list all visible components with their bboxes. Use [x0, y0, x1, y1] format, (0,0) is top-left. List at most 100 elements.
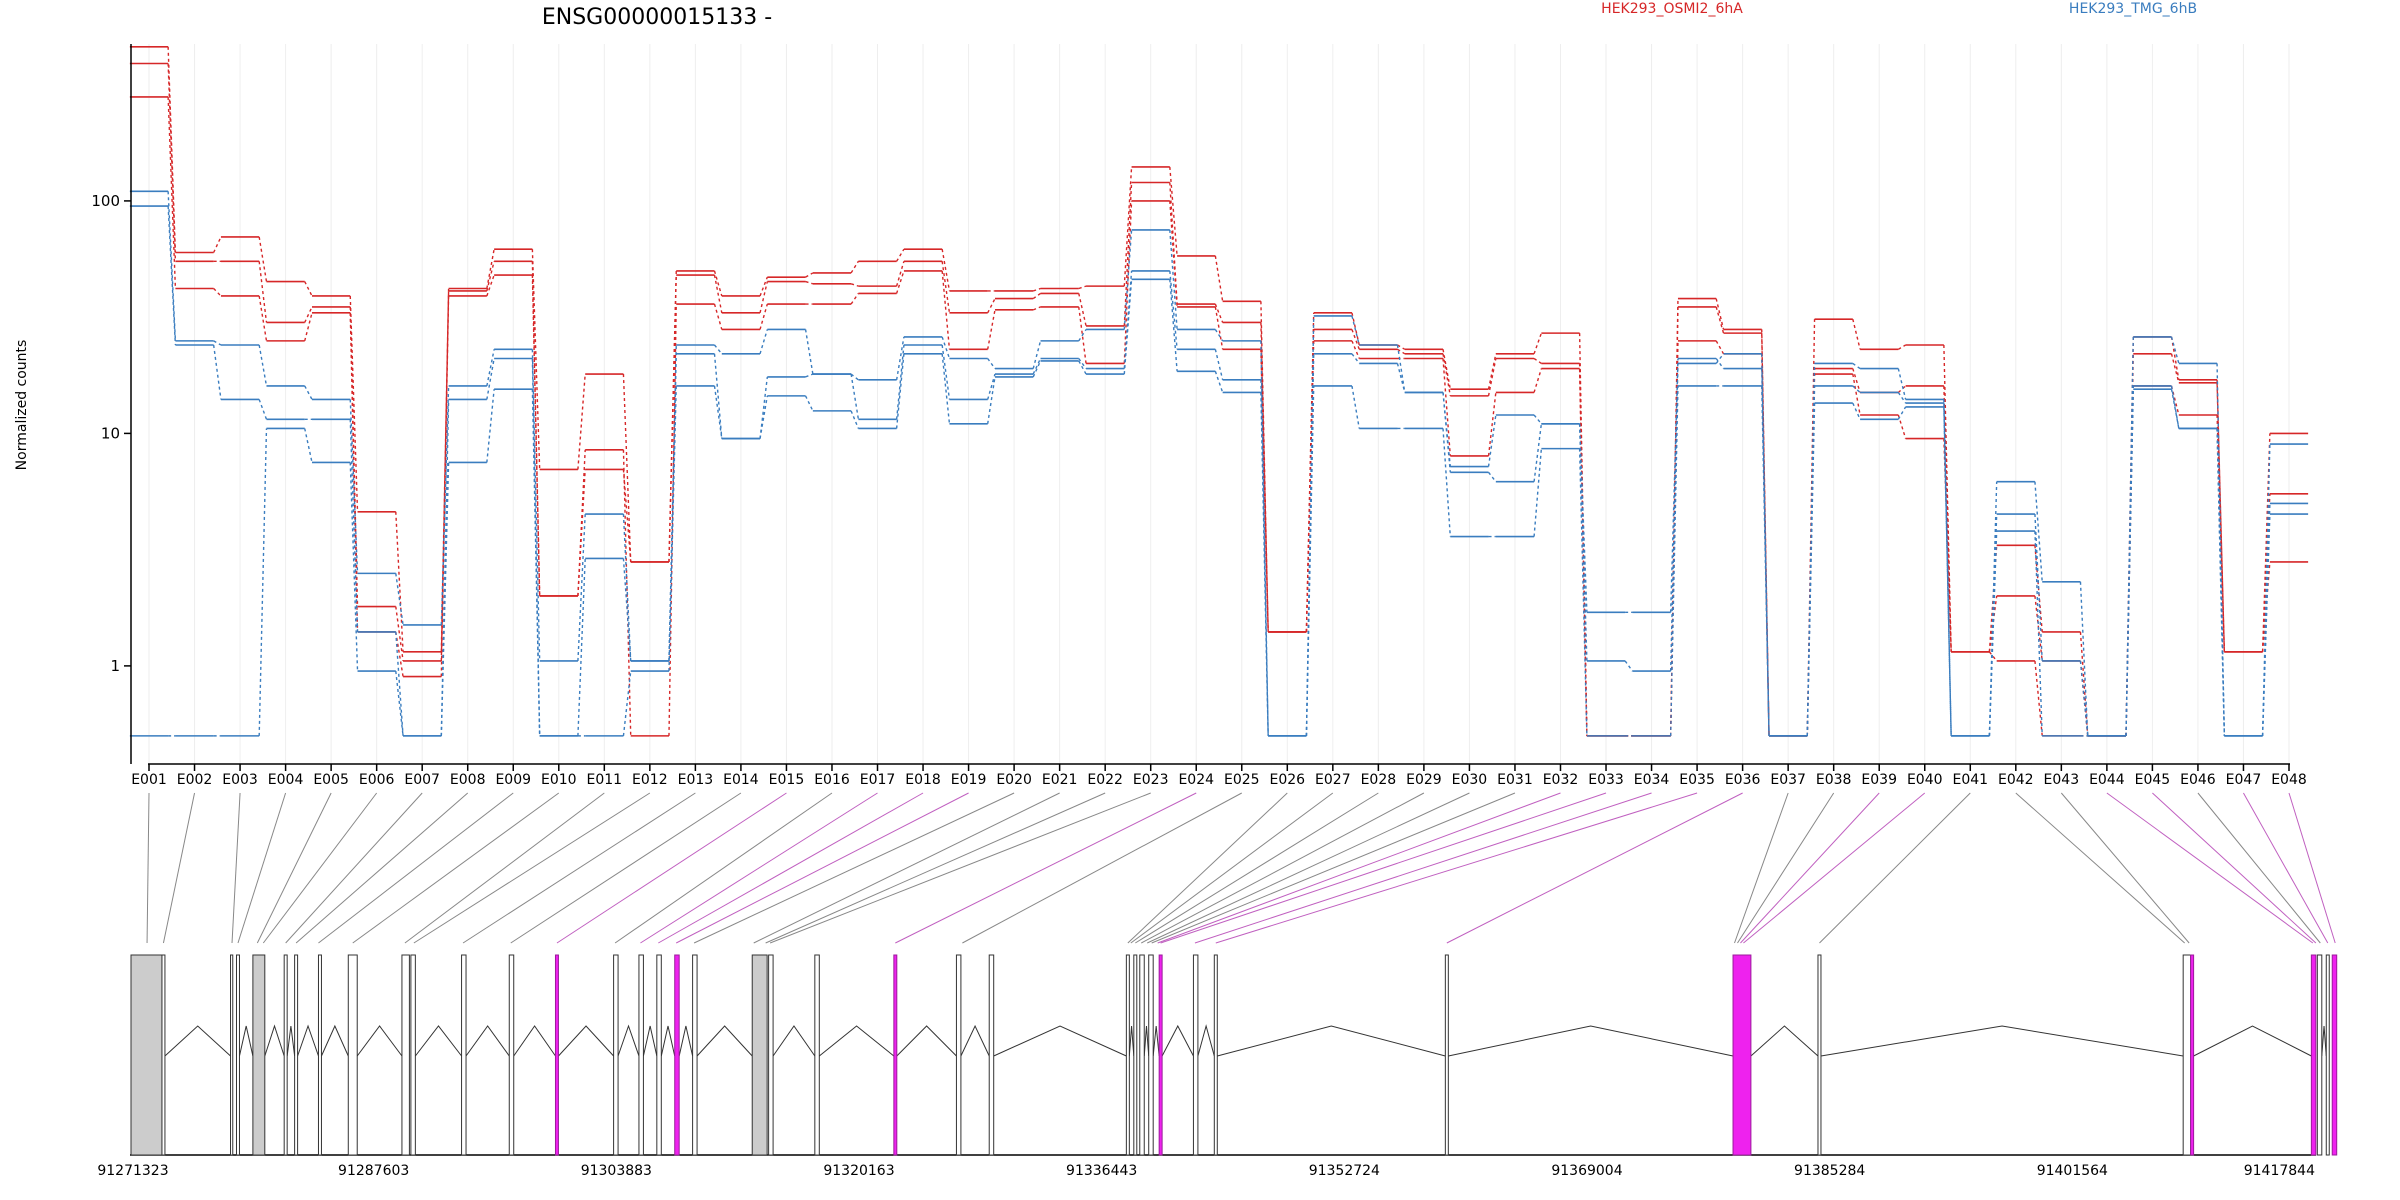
- series-connector: [1397, 348, 1406, 355]
- series-connector: [167, 63, 177, 262]
- exon-box: [656, 954, 662, 1156]
- intron-line: [1152, 1025, 1160, 1057]
- series-connector: [486, 389, 495, 463]
- x-tick-label: E031: [1497, 772, 1533, 788]
- exon-box: [554, 954, 559, 1156]
- series-connector: [1260, 349, 1269, 632]
- exon-connector: [1734, 792, 1789, 944]
- series-connector: [1442, 353, 1451, 397]
- exon-box: [638, 954, 644, 1156]
- series-connector: [577, 513, 586, 662]
- exon-connector: [2152, 792, 2317, 944]
- series-connector: [1533, 448, 1543, 537]
- series-connector: [258, 399, 268, 420]
- y-tick-label: 100: [91, 192, 120, 210]
- intron-line: [678, 1025, 694, 1057]
- exon-box: [613, 954, 619, 1156]
- series-connector: [622, 374, 632, 562]
- exon-connector: [658, 792, 924, 944]
- x-tick-label: E010: [541, 772, 577, 788]
- x-tick-label: E040: [1907, 772, 1943, 788]
- series-connector: [1351, 385, 1360, 429]
- exon-connector: [640, 792, 878, 944]
- series-connector: [713, 385, 723, 439]
- series-connector: [1078, 285, 1087, 290]
- exon-box: [768, 954, 774, 1156]
- intron-line: [2193, 1025, 2312, 1057]
- series-connector: [1715, 353, 1725, 364]
- x-tick-label: E004: [268, 772, 304, 788]
- x-tick-label: E015: [769, 772, 805, 788]
- x-tick-label: E034: [1634, 772, 1670, 788]
- exon-connector: [162, 792, 196, 944]
- exon-connector: [1127, 792, 1288, 944]
- series-connector: [1487, 414, 1497, 467]
- series-connector: [1078, 360, 1087, 375]
- intron-line: [818, 1025, 895, 1057]
- series-connector: [850, 410, 860, 429]
- series-connector: [167, 96, 177, 289]
- vertical-grid: [148, 44, 2290, 764]
- series-connector: [1214, 349, 1224, 380]
- series-connector: [1897, 344, 1906, 350]
- exon-connector: [413, 792, 651, 944]
- series-connector: [258, 261, 268, 323]
- series-connector: [1214, 371, 1224, 393]
- series-connector: [304, 428, 313, 463]
- x-tick-label: E033: [1588, 772, 1624, 788]
- intron-line: [164, 1025, 231, 1057]
- x-tick-label: E021: [1042, 772, 1078, 788]
- x-tick-label: E042: [1998, 772, 2034, 788]
- coordinate-label: 91385284: [1794, 1163, 1865, 1179]
- series-connector: [258, 428, 268, 736]
- x-tick-label: E002: [177, 772, 213, 788]
- x-tick-label: E046: [2180, 772, 2216, 788]
- series-connector: [258, 295, 268, 341]
- x-tick-label: E012: [632, 772, 668, 788]
- series-connector: [805, 373, 814, 378]
- series-connector: [1578, 423, 1588, 661]
- series-line: [129, 46, 2309, 737]
- series-connector: [2079, 631, 2089, 736]
- exon-connector: [510, 792, 742, 944]
- exon-connector: [2243, 792, 2329, 944]
- exon-box: [2316, 954, 2323, 1156]
- x-tick-label: E009: [495, 772, 531, 788]
- series-connector: [531, 349, 541, 661]
- exon-connector: [352, 792, 560, 944]
- series-connector: [1214, 255, 1224, 302]
- x-tick-label: E023: [1133, 772, 1169, 788]
- series-connector: [258, 236, 268, 282]
- exon-box: [955, 954, 962, 1156]
- series-connector: [1487, 471, 1497, 483]
- series-connector: [1032, 358, 1042, 375]
- series-connector: [1852, 362, 1861, 370]
- x-tick-label: E047: [2226, 772, 2262, 788]
- exon-connector: [2106, 792, 2314, 944]
- series-connector: [850, 260, 859, 274]
- exon-box: [1125, 954, 1130, 1156]
- exon-connector: [1141, 792, 1425, 944]
- intron-line: [993, 1025, 1127, 1057]
- legend-entry: HEK293_OSMI2_6hA: [1601, 1, 1743, 17]
- series-connector: [2170, 353, 2180, 384]
- x-tick-label: E024: [1178, 772, 1214, 788]
- x-tick-label: E008: [450, 772, 486, 788]
- y-axis-label: Normalized counts: [14, 340, 30, 471]
- intron-line: [1820, 1025, 2184, 1057]
- series-line: [129, 205, 2309, 737]
- series-connector: [2034, 531, 2043, 736]
- exon-connector: [1160, 792, 1607, 944]
- exon-connector: [675, 792, 969, 944]
- series-connector: [440, 385, 450, 625]
- series-connector: [1442, 349, 1451, 390]
- series-connector: [304, 306, 313, 323]
- series-connector: [1761, 353, 1770, 736]
- series-connector: [349, 312, 359, 632]
- exon-connector: [1157, 792, 1561, 944]
- x-tick-label: E007: [404, 772, 440, 788]
- coordinate-label: 91401564: [2037, 1163, 2108, 1179]
- exon-connector: [1215, 792, 1698, 944]
- exon-connector: [1194, 792, 1652, 944]
